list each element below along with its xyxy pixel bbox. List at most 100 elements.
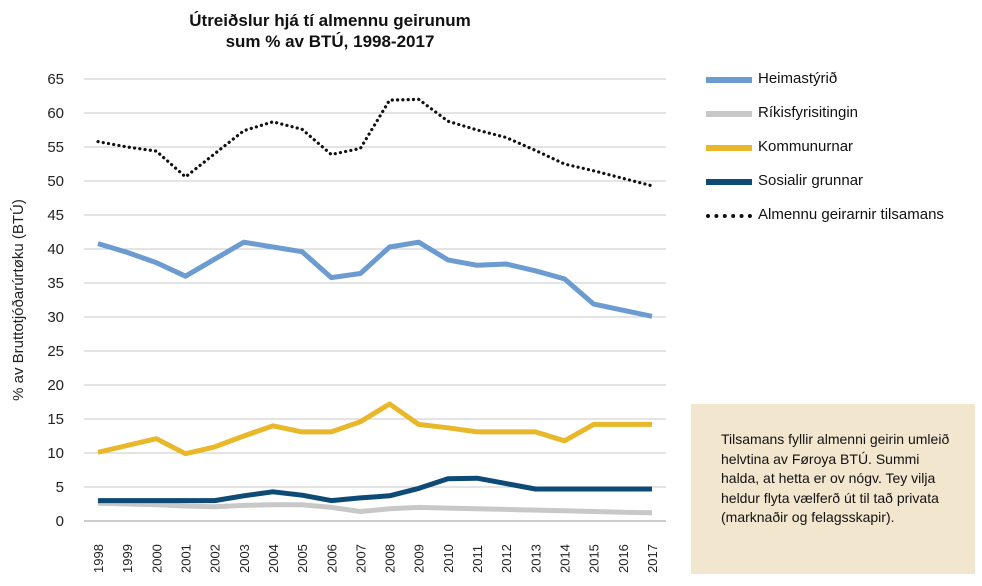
data-point [214,446,215,447]
data-point [389,404,390,405]
data-point [622,178,623,179]
data-point [622,310,623,311]
data-point [564,278,565,279]
data-point [98,452,99,453]
data-point [652,489,653,490]
data-point [535,510,536,511]
legend-swatch [706,111,752,117]
data-point [98,141,99,142]
data-point [389,495,390,496]
x-tick-label: 2006 [324,544,339,573]
data-point [127,252,128,253]
data-point [506,509,507,510]
data-point [418,424,419,425]
y-tick-label: 15 [47,411,64,428]
data-point [389,508,390,509]
data-point [98,243,99,244]
data-point [593,170,594,171]
chart-title: Útreiðslur hjá tí almennu geirunum sum %… [150,10,510,52]
data-point [156,262,157,263]
data-point [302,251,303,252]
x-tick-label: 2005 [295,544,310,573]
data-point [272,504,273,505]
data-point [535,270,536,271]
data-point [593,489,594,490]
legend-label: Sosialir grunnar [758,172,864,189]
data-point [447,259,448,260]
data-point [331,154,332,155]
data-point [564,440,565,441]
data-point [622,489,623,490]
data-point [156,500,157,501]
data-point [622,424,623,425]
data-point [622,512,623,513]
x-tick-label: 1998 [91,544,106,573]
data-point [243,495,244,496]
data-point [272,491,273,492]
y-tick-label: 40 [47,241,64,258]
x-tick-label: 2008 [383,544,398,573]
data-point [331,500,332,501]
note-text: Tilsamans fyllir almenni geirin umleið h… [721,431,950,525]
data-point [535,150,536,151]
chart-title-line-2: sum % av BTÚ, 1998-2017 [225,32,435,51]
series-line [97,239,653,319]
data-point [98,500,99,501]
y-tick-label: 50 [47,173,64,190]
data-point [185,276,186,277]
series-line [96,97,654,188]
x-tick-label: 2004 [266,544,281,573]
legend-item: Ríkisfyrisitingin [700,100,980,134]
y-tick-label: 45 [47,207,64,224]
y-tick-label: 35 [47,275,64,292]
chart-legend: Heimastýrið Ríkisfyrisitingin Kommunurnar S… [700,66,980,236]
data-point [331,431,332,432]
data-point [418,507,419,508]
data-point [593,424,594,425]
x-tick-label: 1999 [120,544,135,573]
legend-item: Sosialir grunnar [700,168,980,202]
x-tick-label: 2015 [587,544,602,573]
data-point [447,508,448,509]
data-point [214,259,215,260]
data-point [185,500,186,501]
data-point [564,510,565,511]
note-box: Tilsamans fyllir almenni geirin umleið h… [691,404,975,574]
data-point [506,431,507,432]
y-axis-label: % av Bruttotjóðarúrtøku (BTÚ) [10,199,27,401]
y-tick-label: 5 [56,479,64,496]
data-point [477,431,478,432]
line-chart: 0 5 10 15 20 25 30 35 40 45 50 55 60 65 1998 1999 2000 20… [10,71,666,573]
data-point [477,265,478,266]
data-point [389,100,390,101]
data-point [214,506,215,507]
y-tick-label: 0 [56,513,64,530]
data-point [243,130,244,131]
series-line [97,500,653,516]
legend-label: Almennu geirarnir tilsamans [758,206,944,223]
data-point [564,489,565,490]
data-point [156,504,157,505]
x-tick-label: 2017 [645,544,660,573]
data-point [156,151,157,152]
x-tick-label: 2011 [470,545,485,573]
data-point [302,431,303,432]
data-point [272,121,273,122]
data-point [272,425,273,426]
data-point [593,304,594,305]
data-point [214,500,215,501]
data-point [447,427,448,428]
data-point [447,478,448,479]
data-point [243,242,244,243]
legend-swatch [706,145,752,151]
data-point [302,129,303,130]
data-point [389,246,390,247]
x-tick-label: 2016 [616,544,631,573]
data-point [535,431,536,432]
x-tick-label: 2010 [441,544,456,573]
data-point [564,164,565,165]
x-tick-label: 2013 [528,544,543,573]
data-point [331,507,332,508]
data-point [185,176,186,177]
legend-item: Kommunurnar [700,134,980,168]
